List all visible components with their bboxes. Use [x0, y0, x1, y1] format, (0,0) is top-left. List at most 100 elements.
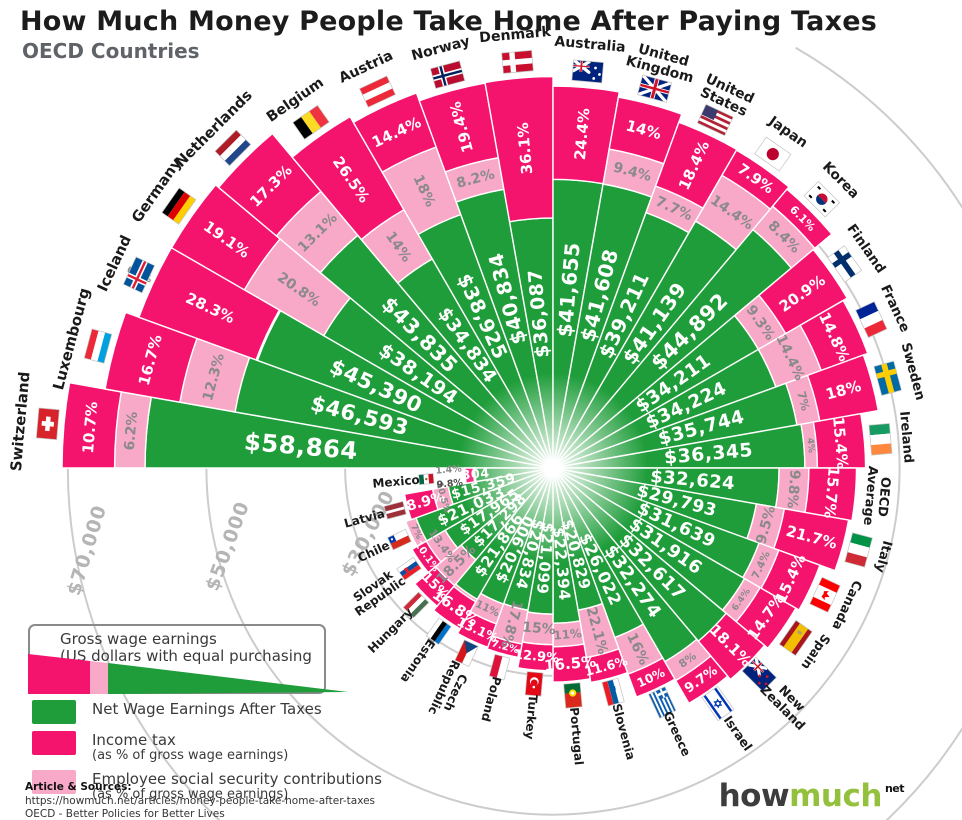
finland-flag: [827, 245, 863, 283]
gross-wage-wedge-sample: [28, 654, 348, 694]
korea-flag: [803, 180, 841, 218]
it-pct-label: 10.7%: [79, 401, 101, 454]
spain-flag: [778, 619, 813, 656]
hungary-flag: [402, 591, 430, 619]
income-tax-sector: [627, 657, 676, 698]
ireland-flag: [868, 423, 893, 456]
canada-flag: [809, 576, 841, 613]
country-wedge-italy: [552, 467, 850, 572]
ss-pct-label: 4%: [805, 437, 816, 453]
country-label-israel: Israel: [721, 712, 756, 753]
norway-flag: [430, 60, 466, 89]
gridline-label: $30,000: [337, 487, 399, 580]
country-label-luxembourg: Luxembourg: [49, 286, 94, 392]
belgium-flag: [292, 104, 330, 140]
portugal-flag: [563, 682, 583, 709]
country-label-australia: Australia: [554, 34, 626, 56]
mexico-flag: [418, 473, 435, 485]
japan-flag: [754, 136, 792, 172]
page-subtitle: OECD Countries: [22, 39, 200, 63]
legend-soc-sec-label: Employee social security contributions: [92, 770, 382, 789]
netherlands-flag: [214, 129, 252, 167]
united-states-flag: [696, 103, 734, 137]
gridline-arc: [205, 167, 901, 816]
turkey-flag: [524, 671, 544, 697]
country-label-switzerland: Switzerland: [7, 371, 34, 472]
sources-oecd: OECD - Better Policies for Better Lives: [25, 808, 225, 820]
denmark-flag: [501, 50, 534, 74]
income-tax-sector: [674, 655, 729, 705]
ss-pct-label: 9.8%: [783, 469, 802, 509]
income-tax-sector: [771, 188, 833, 250]
new-zealand-flag: [741, 656, 777, 692]
net-value-label: $11,304: [428, 466, 491, 486]
legend-net-label: Net Wage Earnings After Taxes: [92, 700, 322, 718]
country-label-sweden: Sweden: [898, 341, 928, 402]
slovenia-flag: [601, 677, 625, 707]
it-pct-label: 16.5%: [543, 652, 596, 674]
italy-flag: [844, 532, 873, 568]
page-title: How Much Money People Take Home After Pa…: [20, 6, 877, 37]
chile-flag: [387, 528, 412, 551]
iceland-flag: [122, 256, 156, 294]
slovak-republic-flag: [396, 556, 422, 581]
gridline-arc: [66, 46, 962, 820]
it-pct-label: 12.9%: [513, 648, 560, 667]
country-label-turkey: Turkey: [522, 694, 540, 740]
logo-how: how: [718, 778, 790, 814]
header: How Much Money People Take Home After Pa…: [20, 6, 877, 63]
legend: Net Wage Earnings After Taxes Income tax…: [32, 700, 382, 809]
country-label-ireland: Ireland: [897, 410, 916, 463]
sources-footer: Article & Sources: https://howmuch.net/a…: [25, 781, 375, 820]
it-pct-label: 9.8%: [436, 477, 464, 490]
legend-income-tax-label: Income tax: [92, 731, 176, 749]
greece-flag: [648, 686, 677, 719]
france-flag: [855, 301, 888, 338]
logo-net: net: [884, 782, 905, 795]
israel-flag: [701, 685, 735, 722]
it-pct-label: 15.4%: [829, 416, 851, 469]
logo-much: much: [789, 778, 882, 814]
switzerland-flag: [35, 407, 60, 441]
country-label-czech-republic: CzechRepublic: [425, 658, 474, 722]
ss-pct-label: 1.4%: [435, 463, 463, 476]
country-label-hungary: Hungary: [365, 605, 416, 656]
ss-pct-label: 7%: [794, 390, 813, 413]
estonia-flag: [425, 617, 452, 645]
country-label-mexico: Mexico: [372, 473, 420, 491]
poland-flag: [488, 653, 511, 681]
ss-pct-label: 6.2%: [122, 411, 141, 451]
income-tax-swatch: [32, 731, 76, 755]
country-label-italy: Italy: [872, 539, 895, 575]
country-label-denmark: Denmark: [479, 24, 553, 46]
country-label-portugal: Portugal: [567, 707, 586, 766]
legend-item-income-tax: Income tax (as % of gross wage earnings): [32, 731, 382, 763]
legend-item-soc-sec: Employee social security contributions (…: [32, 770, 382, 802]
soc-sec-wedge-part: [90, 661, 108, 694]
luxembourg-flag: [83, 328, 113, 364]
legend-soc-sec-sublabel: (as % of gross wage earnings): [92, 786, 289, 802]
howmuch-logo[interactable]: howmuch net: [718, 778, 905, 814]
it-pct-label: 24.4%: [571, 107, 593, 160]
income-tax-wedge-part: [28, 654, 90, 694]
ss-pct-label: 15%: [522, 619, 557, 638]
austria-flag: [359, 75, 396, 108]
australia-flag: [571, 58, 604, 84]
legend-box-title: Gross wage earnings: [60, 630, 217, 648]
country-label-slovenia: Slovenia: [609, 702, 637, 761]
soc-sec-swatch: [32, 770, 76, 795]
czech-republic-flag: [454, 639, 479, 668]
net-wage-swatch: [32, 700, 76, 724]
net-wedge-part: [108, 663, 348, 694]
latvia-flag: [383, 501, 407, 520]
sweden-flag: [873, 360, 902, 396]
income-tax-sector: [403, 488, 439, 521]
it-pct-label: 15.7%: [820, 466, 842, 519]
it-pct-label: 36.1%: [514, 122, 536, 175]
center-glow: [458, 373, 648, 563]
sources-url[interactable]: https://howmuch.net/articles/money-peopl…: [25, 794, 376, 807]
ss-pct-label: 11%: [553, 626, 582, 642]
germany-flag: [161, 187, 197, 225]
